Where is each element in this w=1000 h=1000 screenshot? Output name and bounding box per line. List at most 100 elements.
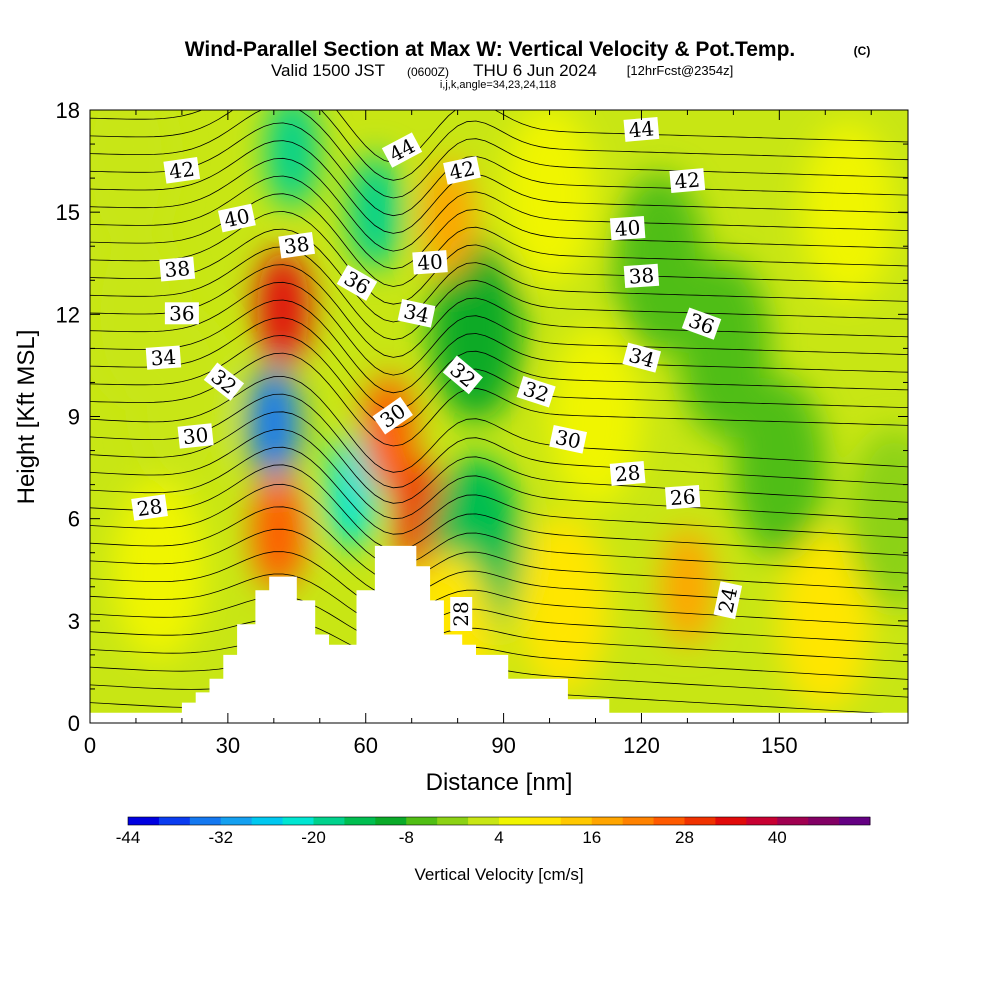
colorbar-tick-label-7: 40 (768, 828, 787, 847)
x-tick-label-4: 120 (623, 733, 660, 758)
contour-label-box (609, 460, 646, 486)
contour-label-box (412, 250, 448, 275)
theta-contour-14 (90, 411, 908, 504)
y-tick-label-1: 3 (68, 609, 80, 634)
contour-label-text: 40 (614, 215, 641, 241)
velocity-cell-24 (503, 110, 596, 286)
contour-label-box (450, 597, 473, 631)
velocity-cell-3 (247, 365, 300, 482)
colorbar-tick-label-1: -32 (209, 828, 234, 847)
theta-contour-32 (90, 110, 908, 181)
colorbar-swatch-9 (406, 817, 438, 825)
colorbar-tick-label-0: -44 (116, 828, 141, 847)
theta-contour-12 (90, 446, 908, 539)
theta-contour-4 (90, 618, 908, 680)
contour-label-box (381, 132, 423, 168)
contour-label-3: 36 (164, 301, 199, 325)
colorbar: -44 -32 -20 -8 4 16 28 40 (116, 816, 871, 847)
subtitle-date: THU 6 Jun 2024 (473, 61, 597, 80)
y-tick-label-3: 9 (68, 405, 80, 430)
theta-contour-11 (90, 464, 908, 556)
contour-label-box (159, 256, 196, 282)
subtitle-indices: i,j,k,angle=34,23,24,118 (440, 79, 556, 91)
colorbar-swatch-12 (499, 817, 531, 825)
contour-label-text: 24 (713, 585, 742, 615)
contour-label-text: 40 (222, 204, 252, 233)
subtitle-fcst: [12hrFcst@2354z] (627, 63, 733, 78)
contour-label-13: 34 (397, 299, 436, 328)
contour-label-4: 34 (145, 345, 182, 370)
theta-contour-10 (90, 483, 908, 574)
colorbar-swatch-19 (715, 817, 747, 825)
chart-title-mark: (C) (854, 44, 871, 58)
colorbar-swatch-16 (622, 817, 655, 825)
contour-label-box (443, 156, 481, 185)
contour-label-box (397, 299, 436, 328)
colorbar-swatch-7 (344, 817, 376, 825)
contour-label-8: 38 (278, 232, 316, 259)
contour-label-12: 40 (412, 249, 448, 275)
colorbar-swatch-17 (653, 817, 685, 825)
theta-contour-6 (90, 573, 908, 645)
contour-label-7: 28 (131, 494, 168, 521)
colorbar-swatch-21 (777, 817, 809, 825)
theta-contour-27 (90, 175, 908, 270)
x-tick-label-5: 150 (761, 733, 798, 758)
velocity-cell-25 (802, 122, 895, 303)
contour-label-box (622, 342, 662, 373)
theta-contour-21 (90, 281, 908, 376)
contour-label-box (623, 263, 660, 289)
velocity-cell-23 (112, 479, 205, 660)
plot-area: 4240383634323028383644424034323028323028… (90, 110, 908, 723)
contour-label-box (177, 423, 214, 449)
velocity-cell-19 (779, 530, 872, 711)
colorbar-swatch-23 (839, 817, 871, 825)
colorbar-swatch-18 (684, 817, 716, 825)
y-axis-title: Height [Kft MSL] (13, 330, 40, 505)
theta-contour-7 (90, 551, 908, 627)
colorbar-swatch-5 (282, 817, 314, 825)
colorbar-swatch-15 (591, 817, 624, 825)
contour-label-25: 38 (623, 263, 660, 289)
theta-contour-33 (90, 110, 908, 164)
x-tick-label-2: 60 (353, 733, 377, 758)
contour-label-text: 40 (416, 249, 443, 275)
contour-label-text: 38 (628, 263, 655, 289)
theta-contour-31 (90, 110, 908, 199)
subtitle-valid: Valid 1500 JST (271, 61, 385, 80)
velocity-cell-2 (266, 110, 319, 209)
colorbar-tick-label-5: 16 (582, 828, 601, 847)
contour-label-10: 44 (381, 132, 423, 168)
theta-contour-13 (90, 429, 908, 521)
contour-label-text: 44 (628, 116, 655, 142)
theta-contour-5 (90, 595, 908, 663)
contour-label-box (164, 302, 199, 325)
contour-label-text: 42 (447, 156, 477, 185)
contour-label-text: 28 (614, 460, 641, 486)
colorbar-title: Vertical Velocity [cm/s] (414, 865, 583, 884)
theta-contour-28 (90, 157, 908, 252)
chart-title: Wind-Parallel Section at Max W: Vertical… (185, 38, 796, 61)
theta-contour-22 (90, 264, 908, 358)
contour-label-text: 42 (674, 167, 701, 193)
velocity-cell-5 (325, 433, 378, 550)
contour-label-text: 30 (553, 425, 583, 454)
contour-label-19: 28 (609, 460, 646, 486)
colorbar-swatch-22 (808, 817, 840, 825)
contour-label-box (665, 485, 701, 510)
contour-label-box (623, 116, 660, 142)
contour-label-box (145, 345, 182, 370)
contour-label-box (203, 362, 245, 401)
theta-contour-9 (90, 506, 908, 592)
colorbar-swatch-10 (437, 817, 469, 825)
colorbar-swatch-14 (560, 817, 593, 825)
contour-label-23: 42 (669, 167, 706, 194)
theta-contour-24 (90, 228, 908, 323)
contour-label-box (372, 396, 413, 435)
contour-label-24: 40 (609, 215, 646, 241)
contour-label-2: 38 (159, 256, 196, 282)
velocity-cell-4 (252, 474, 305, 591)
colorbar-swatch-1 (158, 817, 191, 825)
